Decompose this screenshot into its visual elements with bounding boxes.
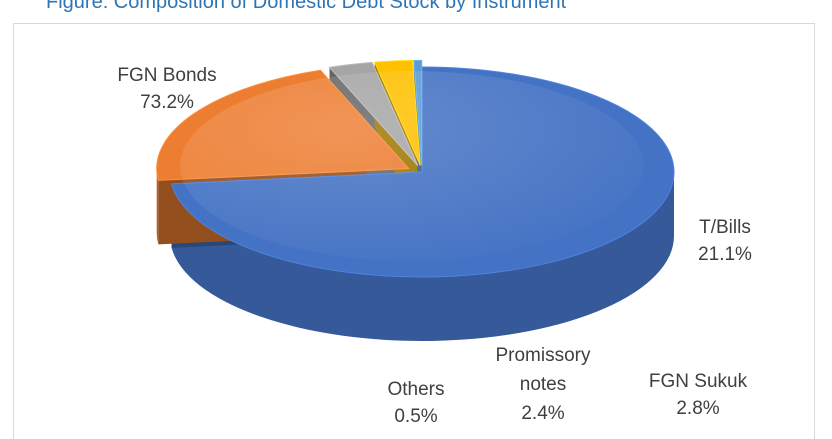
figure-caption-text: Figure: Composition of Domestic Debt Sto… <box>46 0 567 13</box>
data-label-fgn-bonds-name: FGN Bonds <box>117 65 217 86</box>
data-label-others-name: Others <box>387 379 445 400</box>
data-label-others: Others 0.5% <box>366 376 466 430</box>
data-label-tbills: T/Bills 21.1% <box>670 214 780 268</box>
data-label-promissory-notes-value: 2.4% <box>521 403 565 424</box>
data-label-fgn-sukuk: FGN Sukuk 2.8% <box>628 368 768 422</box>
slice-side-fgn-bonds-0 <box>171 172 674 342</box>
data-label-fgn-sukuk-name: FGN Sukuk <box>648 371 748 392</box>
data-label-fgn-sukuk-value: 2.8% <box>676 398 720 419</box>
data-label-fgn-bonds: FGN Bonds 73.2% <box>82 62 252 116</box>
data-label-tbills-name: T/Bills <box>699 217 751 238</box>
data-label-promissory-notes: Promissory notes 2.4% <box>478 341 608 428</box>
data-label-promissory-notes-name: Promissory notes <box>495 345 591 395</box>
data-label-fgn-bonds-value: 73.2% <box>140 92 194 113</box>
figure-caption-cropped: Figure: Composition of Domestic Debt Sto… <box>0 0 832 18</box>
data-label-tbills-value: 21.1% <box>698 244 752 265</box>
data-label-others-value: 0.5% <box>394 406 438 427</box>
slice-side-t-bills-0 <box>156 168 159 245</box>
chart-frame <box>13 23 815 439</box>
